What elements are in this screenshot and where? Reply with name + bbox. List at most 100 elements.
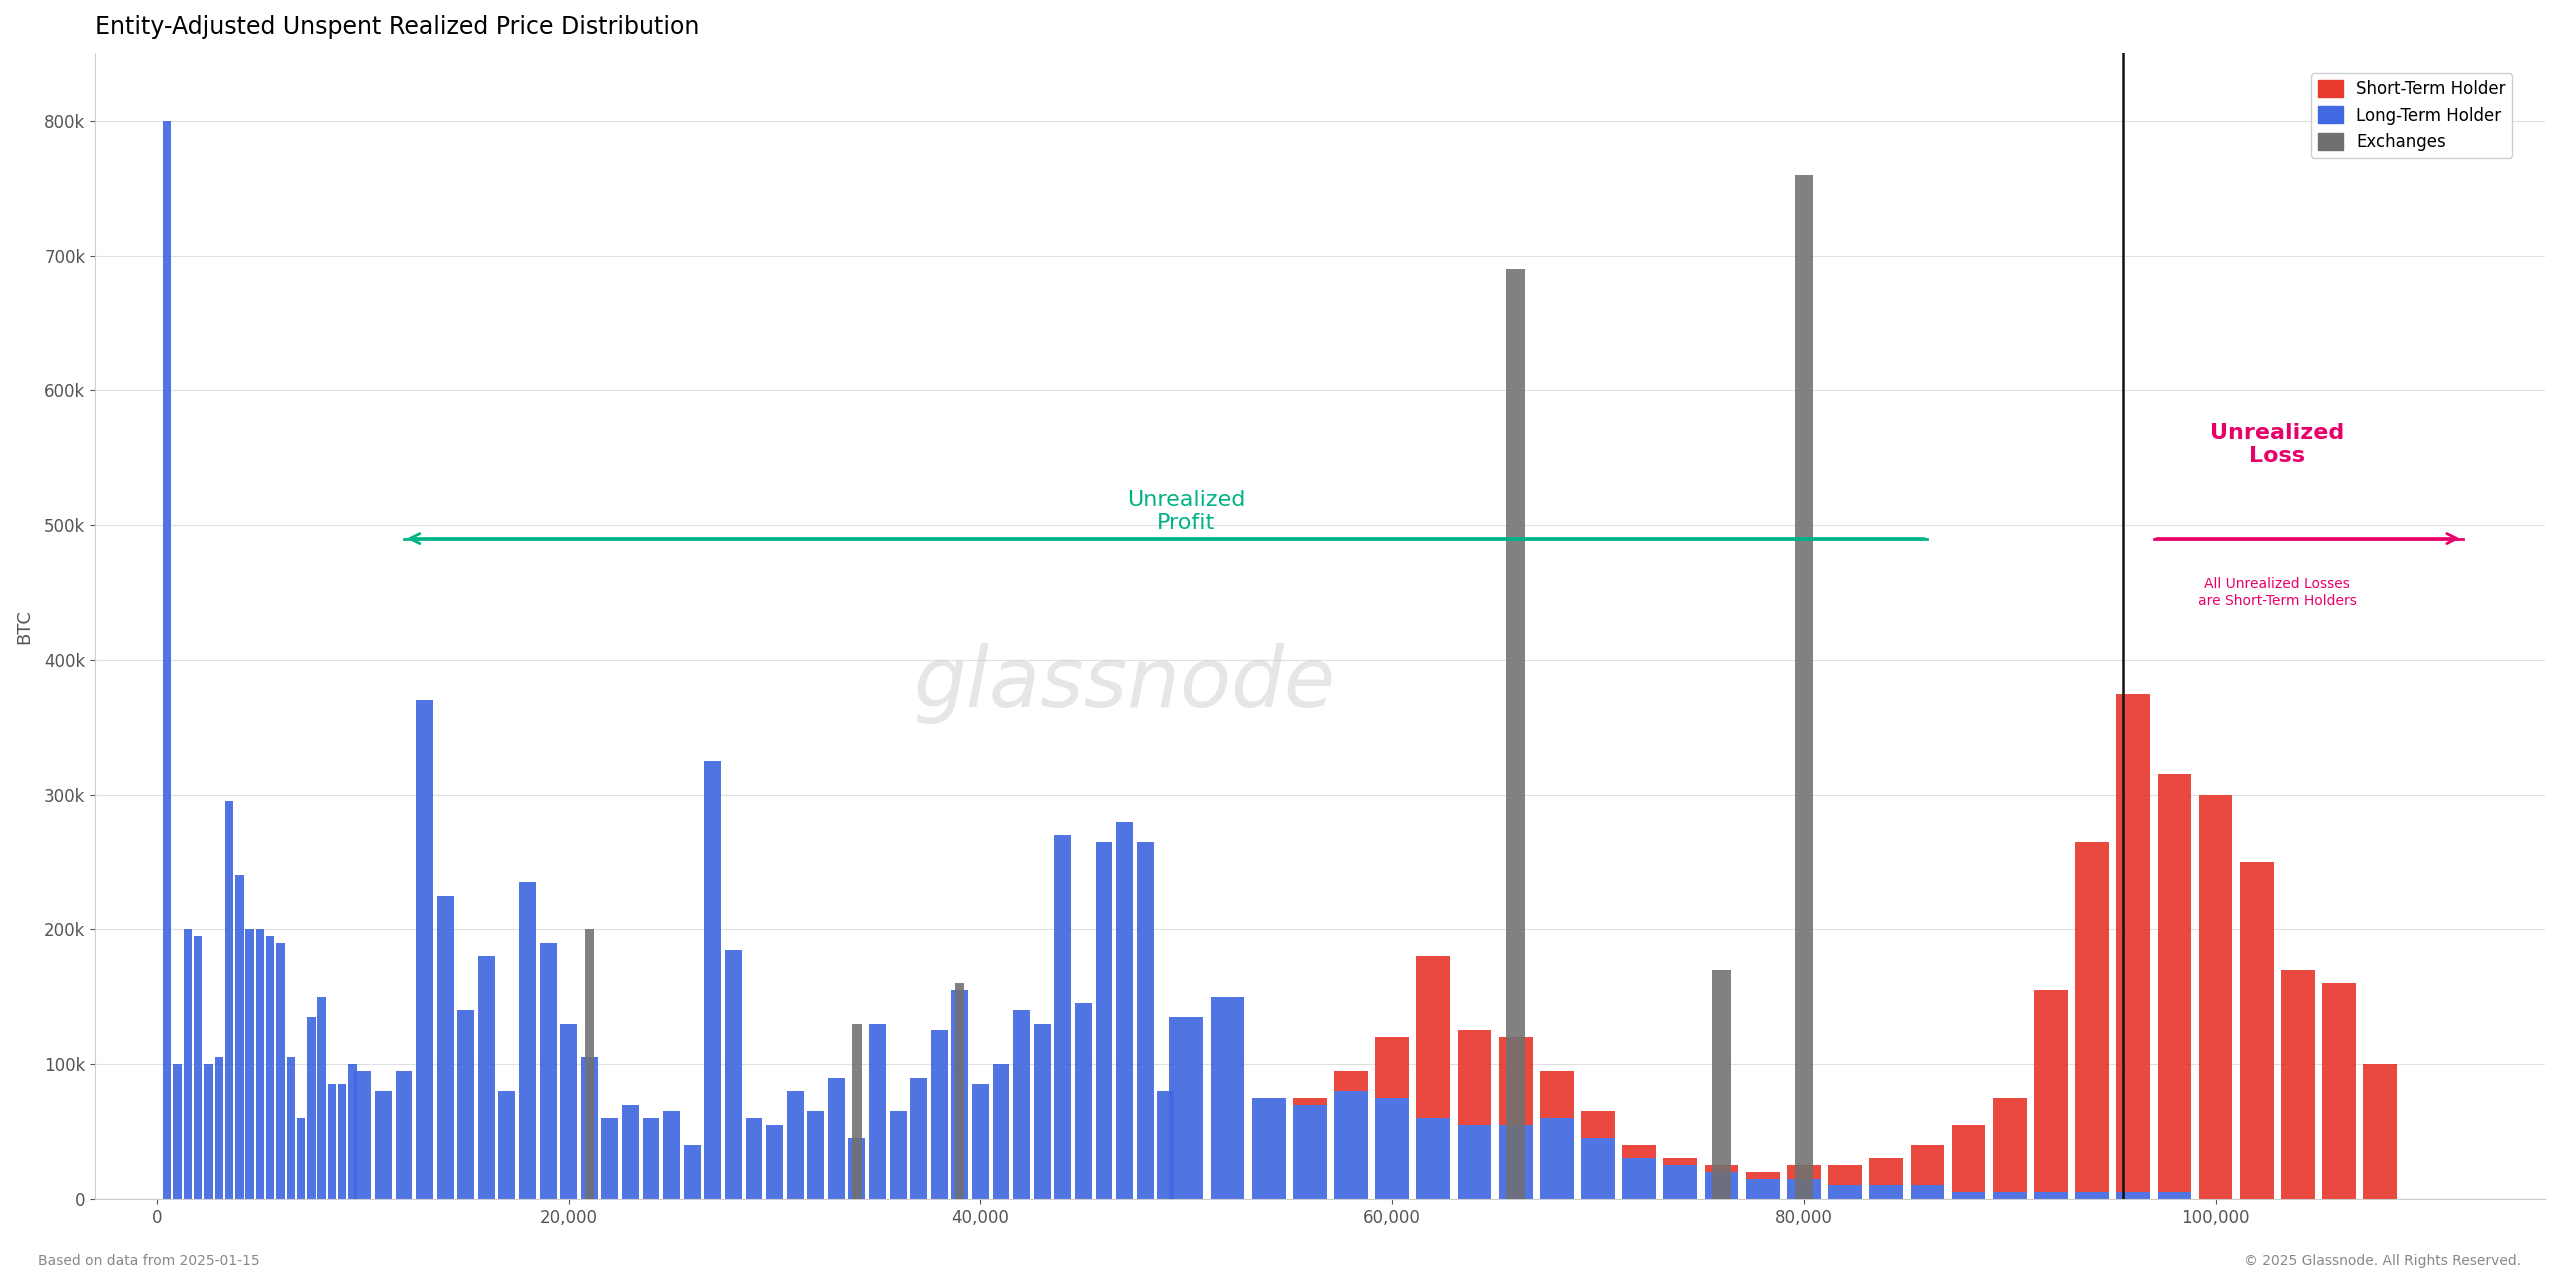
Bar: [499, 1091, 515, 1199]
Bar: [602, 1117, 620, 1199]
Bar: [438, 896, 453, 1199]
Bar: [1334, 1091, 1367, 1199]
Bar: [561, 1024, 576, 1199]
Bar: [1457, 1125, 1492, 1199]
Text: Unrealized
Profit: Unrealized Profit: [1126, 490, 1247, 534]
Bar: [1705, 1165, 1738, 1172]
Bar: [307, 1016, 315, 1199]
Bar: [1951, 1125, 1987, 1192]
Text: © 2025 Glassnode. All Rights Reserved.: © 2025 Glassnode. All Rights Reserved.: [2245, 1253, 2522, 1267]
Bar: [1505, 269, 1526, 1199]
Legend: Short-Term Holder, Long-Term Holder, Exchanges: Short-Term Holder, Long-Term Holder, Exc…: [2312, 73, 2511, 157]
Text: glassnode: glassnode: [914, 643, 1336, 724]
Bar: [317, 997, 325, 1199]
Bar: [847, 1138, 865, 1199]
Bar: [955, 983, 965, 1199]
Bar: [1498, 1125, 1533, 1199]
Bar: [1869, 1158, 1902, 1185]
Bar: [1416, 1117, 1449, 1199]
Bar: [276, 943, 284, 1199]
Bar: [2281, 970, 2314, 1199]
Bar: [287, 1057, 294, 1199]
Bar: [195, 936, 202, 1199]
Bar: [827, 1078, 845, 1199]
Bar: [417, 700, 433, 1199]
Bar: [1541, 1071, 1574, 1117]
Bar: [1992, 1098, 2028, 1192]
Bar: [215, 1057, 223, 1199]
Bar: [1623, 1146, 1656, 1158]
Bar: [993, 1064, 1009, 1199]
Bar: [520, 882, 535, 1199]
Bar: [348, 1064, 356, 1199]
Bar: [584, 929, 594, 1199]
Bar: [2117, 1192, 2150, 1199]
Bar: [1170, 1016, 1203, 1199]
Bar: [622, 1105, 640, 1199]
Bar: [174, 1064, 182, 1199]
Bar: [353, 1071, 371, 1199]
Text: Entity-Adjusted Unspent Realized Price Distribution: Entity-Adjusted Unspent Realized Price D…: [95, 15, 699, 38]
Bar: [2035, 1192, 2068, 1199]
Bar: [1664, 1158, 1697, 1165]
Bar: [1623, 1158, 1656, 1199]
Bar: [1713, 970, 1731, 1199]
Bar: [1137, 842, 1155, 1199]
Bar: [1910, 1185, 1943, 1199]
Bar: [1910, 1146, 1943, 1185]
Bar: [2158, 774, 2191, 1192]
Bar: [256, 929, 264, 1199]
Bar: [1375, 1098, 1408, 1199]
Bar: [374, 1091, 392, 1199]
Bar: [338, 1084, 346, 1199]
Bar: [2199, 795, 2232, 1199]
Y-axis label: BTC: BTC: [15, 609, 33, 644]
Bar: [184, 929, 192, 1199]
Bar: [643, 1117, 660, 1199]
Bar: [868, 1024, 886, 1199]
Bar: [1096, 842, 1114, 1199]
Bar: [1075, 1004, 1091, 1199]
Bar: [1992, 1192, 2028, 1199]
Bar: [2322, 983, 2355, 1199]
Bar: [1293, 1098, 1326, 1105]
Text: Based on data from 2025-01-15: Based on data from 2025-01-15: [38, 1253, 261, 1267]
Bar: [1787, 1165, 1820, 1179]
Bar: [2117, 694, 2150, 1192]
Bar: [1746, 1172, 1779, 1179]
Bar: [2076, 842, 2109, 1192]
Bar: [1951, 1192, 1987, 1199]
Bar: [2076, 1192, 2109, 1199]
Bar: [1055, 835, 1070, 1199]
Bar: [540, 943, 556, 1199]
Bar: [1541, 1117, 1574, 1199]
Bar: [205, 1064, 212, 1199]
Bar: [1582, 1138, 1615, 1199]
Bar: [328, 1084, 335, 1199]
Bar: [852, 1024, 863, 1199]
Bar: [1582, 1111, 1615, 1138]
Bar: [1116, 822, 1134, 1199]
Bar: [911, 1078, 927, 1199]
Bar: [952, 989, 968, 1199]
Bar: [2363, 1064, 2396, 1199]
Bar: [397, 1071, 412, 1199]
Bar: [236, 876, 243, 1199]
Text: Unrealized
Loss: Unrealized Loss: [2209, 422, 2345, 466]
Bar: [806, 1111, 824, 1199]
Bar: [1795, 175, 1812, 1199]
Bar: [684, 1146, 701, 1199]
Bar: [891, 1111, 906, 1199]
Bar: [932, 1030, 947, 1199]
Bar: [2035, 989, 2068, 1192]
Bar: [458, 1010, 474, 1199]
Bar: [1664, 1165, 1697, 1199]
Bar: [1211, 997, 1244, 1199]
Bar: [1457, 1030, 1492, 1125]
Bar: [765, 1125, 783, 1199]
Bar: [1014, 1010, 1029, 1199]
Bar: [1034, 1024, 1050, 1199]
Bar: [246, 929, 253, 1199]
Bar: [581, 1057, 596, 1199]
Bar: [164, 120, 172, 1199]
